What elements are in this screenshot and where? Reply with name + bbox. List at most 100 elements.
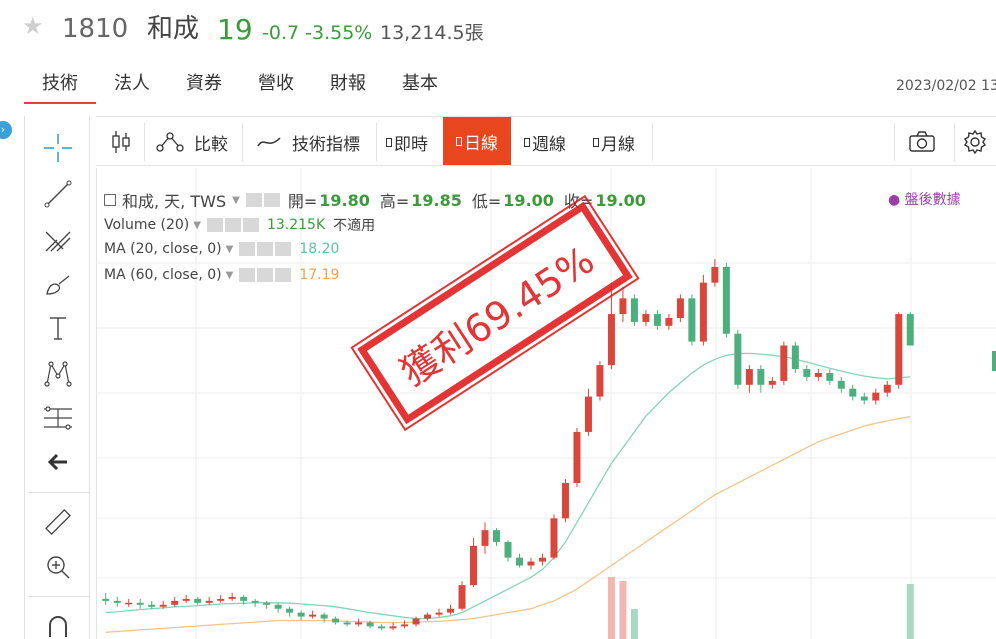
interval-weekly[interactable]: 週線 bbox=[524, 121, 566, 163]
close-icon[interactable] bbox=[275, 268, 292, 282]
compare-button[interactable]: 比較 bbox=[154, 121, 228, 163]
candle-body bbox=[504, 541, 512, 558]
candle-body bbox=[159, 604, 167, 607]
candle-body bbox=[826, 373, 834, 381]
candle-body bbox=[745, 369, 753, 385]
brush-icon[interactable] bbox=[25, 265, 91, 305]
candle-body bbox=[515, 557, 523, 566]
candle-body bbox=[607, 314, 615, 366]
candle-body bbox=[573, 431, 581, 483]
volume-bar bbox=[619, 581, 627, 639]
text-tool-icon[interactable] bbox=[25, 308, 91, 348]
pitchfork-icon[interactable] bbox=[25, 219, 91, 259]
legend-symbol: 和成, 天, TWS bbox=[122, 192, 227, 211]
chart-border bbox=[96, 168, 97, 639]
candle-body bbox=[447, 608, 455, 613]
candle-body bbox=[860, 396, 868, 401]
camera-icon[interactable] bbox=[908, 121, 936, 163]
close-icon[interactable] bbox=[275, 242, 292, 256]
price-change: -0.7 -3.55% bbox=[262, 22, 373, 44]
eye-icon[interactable] bbox=[206, 218, 223, 232]
candle-body bbox=[378, 626, 386, 629]
price-chart[interactable] bbox=[96, 168, 996, 639]
tab-financials[interactable]: 財報 bbox=[330, 73, 366, 94]
tab-basic[interactable]: 基本 bbox=[402, 73, 438, 94]
settings-gear-icon[interactable] bbox=[962, 121, 988, 163]
candle-body bbox=[883, 384, 891, 393]
magnet-icon[interactable] bbox=[25, 606, 91, 639]
candle-body bbox=[711, 266, 719, 283]
candle-body bbox=[389, 626, 397, 629]
candle-body bbox=[665, 318, 673, 326]
crosshair-icon[interactable] bbox=[25, 128, 91, 168]
info-bubble-icon[interactable]: › bbox=[0, 121, 12, 139]
candle-body bbox=[205, 600, 213, 603]
pattern-icon[interactable] bbox=[25, 353, 91, 393]
legend-main: 和成, 天, TWS ▼ 開= 19.80 高= 19.85 低= 19.00 收= 1… bbox=[104, 188, 656, 212]
indicators-button[interactable]: 技術指標 bbox=[256, 121, 360, 163]
candle-body bbox=[171, 600, 179, 605]
candle-body bbox=[148, 604, 156, 607]
candle-body bbox=[355, 622, 363, 625]
candle-body bbox=[837, 380, 845, 389]
legend-volume: Volume (20) ▼ 13.215K 不適用 bbox=[104, 217, 376, 234]
candle-body bbox=[286, 608, 294, 613]
candle-body bbox=[780, 345, 788, 381]
volume-bar bbox=[906, 584, 914, 639]
ma20-line bbox=[105, 352, 911, 620]
candle-body bbox=[653, 314, 661, 326]
candle-body bbox=[906, 314, 914, 346]
interval-intraday[interactable]: 即時 bbox=[386, 121, 428, 163]
candle-body bbox=[458, 585, 466, 609]
candle-body bbox=[274, 604, 282, 609]
tab-institutional[interactable]: 法人 bbox=[114, 73, 150, 94]
favorite-star-icon[interactable]: ★ bbox=[22, 12, 44, 40]
eye-icon[interactable] bbox=[239, 242, 256, 256]
candle-body bbox=[757, 369, 765, 385]
candle-body bbox=[240, 596, 248, 601]
zoom-in-icon[interactable] bbox=[25, 547, 91, 587]
candle-body bbox=[217, 598, 225, 601]
after-hours-badge[interactable]: ● 盤後數據 bbox=[888, 192, 961, 208]
timestamp: 2023/02/02 13 bbox=[896, 78, 996, 94]
candle-body bbox=[194, 598, 202, 603]
candle-body bbox=[527, 561, 535, 566]
gear-icon[interactable] bbox=[224, 218, 241, 232]
close-icon[interactable] bbox=[242, 218, 259, 232]
ruler-icon[interactable] bbox=[25, 502, 91, 542]
tab-technical[interactable]: 技術 bbox=[24, 70, 96, 104]
tab-revenue[interactable]: 營收 bbox=[258, 73, 294, 94]
candle-body bbox=[251, 600, 259, 603]
candle-body bbox=[561, 483, 569, 519]
section-tabs: 技術 法人 資券 營收 財報 基本 bbox=[24, 70, 456, 104]
candle-body bbox=[332, 618, 340, 623]
trend-line-icon[interactable] bbox=[25, 174, 91, 214]
candle-body bbox=[481, 530, 489, 546]
gear-icon[interactable] bbox=[257, 242, 274, 256]
candle-body bbox=[113, 600, 121, 603]
legend-ma20: MA (20, close, 0) ▼ 18.20 bbox=[104, 241, 340, 257]
gear-icon[interactable] bbox=[263, 193, 280, 207]
drawing-toolbar bbox=[24, 116, 90, 639]
candle-body bbox=[791, 345, 799, 370]
gear-icon[interactable] bbox=[257, 268, 274, 282]
indicators-icon bbox=[257, 137, 281, 147]
collapse-icon[interactable] bbox=[104, 194, 116, 206]
candle-body bbox=[630, 298, 638, 322]
candlestick-chart bbox=[96, 168, 996, 639]
interval-daily[interactable]: 日線 bbox=[443, 117, 511, 165]
candle-body bbox=[412, 618, 420, 625]
candle-body bbox=[297, 612, 305, 617]
eye-icon[interactable] bbox=[245, 193, 262, 207]
candle-type-icon[interactable] bbox=[110, 121, 132, 163]
tab-margin[interactable]: 資券 bbox=[186, 73, 222, 94]
candle-body bbox=[596, 365, 604, 397]
back-arrow-icon[interactable] bbox=[25, 442, 91, 482]
eye-icon[interactable] bbox=[239, 268, 256, 282]
candle-body bbox=[343, 622, 351, 625]
candle-body bbox=[102, 598, 110, 601]
candle-body bbox=[263, 602, 271, 605]
measure-levels-icon[interactable] bbox=[25, 398, 91, 438]
interval-monthly[interactable]: 月線 bbox=[593, 121, 635, 163]
ma60-line bbox=[105, 415, 911, 633]
